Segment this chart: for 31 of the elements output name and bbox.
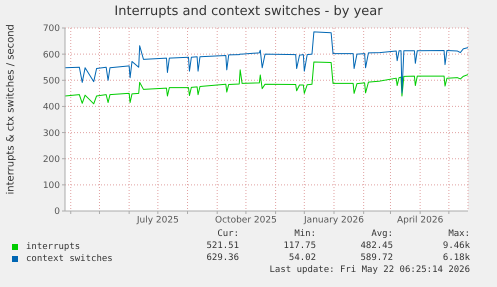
y-axis-title: interrupts & ctx switches / second	[6, 24, 17, 194]
text: 117.75	[282, 241, 316, 253]
text: Max:	[447, 229, 470, 241]
y-tick-label: 500	[42, 76, 60, 86]
y-tick-label: 200	[42, 154, 60, 165]
text: 521.51	[205, 241, 239, 253]
x-tick-label: April 2026	[396, 215, 444, 226]
text: Avg:	[370, 229, 393, 241]
x-tick-label: October 2025	[215, 215, 277, 226]
chart-title: Interrupts and context switches - by year	[113, 4, 384, 19]
y-tick-label: 0	[54, 207, 60, 218]
y-tick-label: 600	[42, 50, 60, 60]
y-tick-label: 700	[42, 24, 60, 34]
line-series	[65, 31, 468, 94]
legend-label: context switches	[25, 253, 114, 265]
text: 589.72	[359, 253, 393, 265]
y-tick-label: 300	[42, 128, 60, 139]
legend-label: interrupts	[25, 241, 82, 253]
y-tick-label: 100	[42, 181, 60, 192]
text: 6.18k	[442, 253, 470, 265]
text: 482.45	[359, 241, 393, 253]
text: Cur:	[216, 229, 239, 241]
text: 54.02	[288, 253, 316, 265]
text: Last update: Fri May 22 06:25:14 2026	[268, 265, 470, 277]
y-tick-label: 400	[42, 102, 60, 113]
text: 9.46k	[442, 241, 470, 253]
line-series	[65, 61, 468, 104]
x-tick-label: January 2026	[303, 215, 364, 226]
text: 629.36	[205, 253, 239, 265]
text: Min:	[293, 229, 316, 241]
x-tick-label: July 2025	[136, 215, 179, 226]
